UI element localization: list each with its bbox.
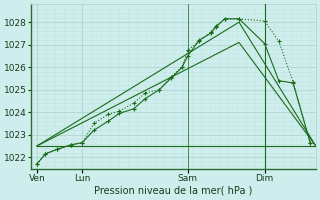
X-axis label: Pression niveau de la mer( hPa ): Pression niveau de la mer( hPa ) <box>94 186 253 196</box>
